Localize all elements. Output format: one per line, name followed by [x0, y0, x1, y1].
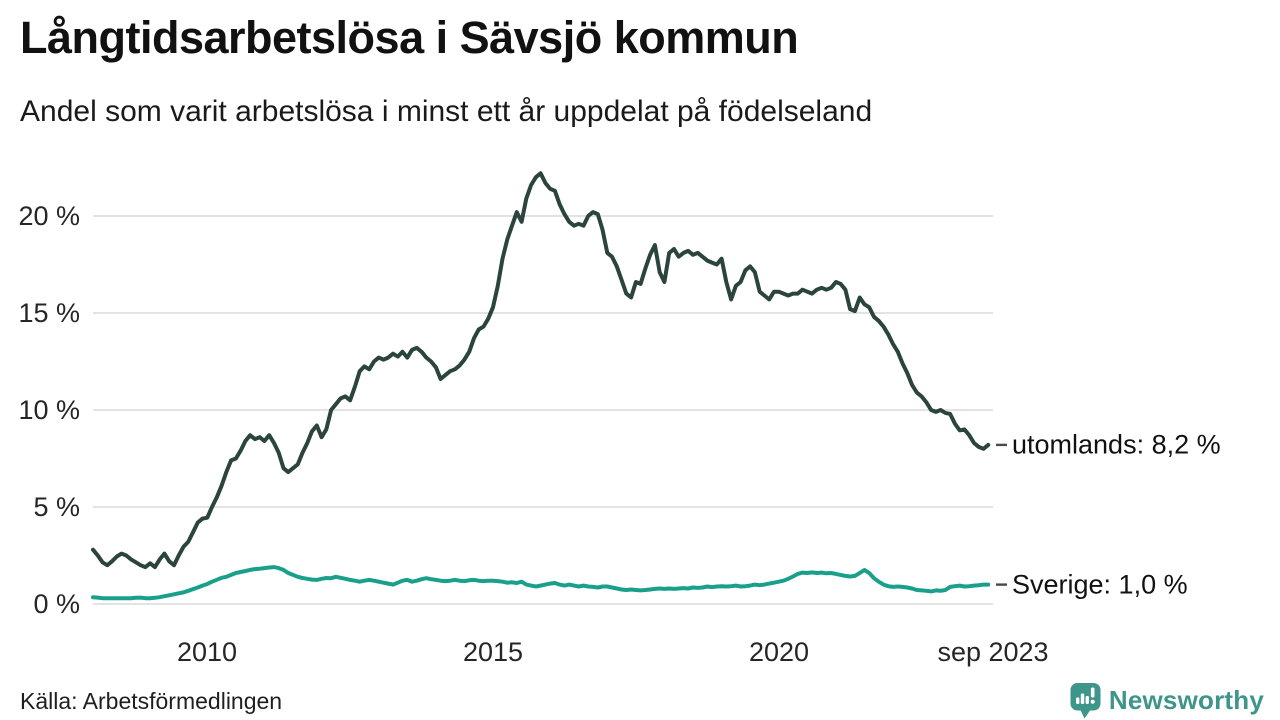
series-label-sverige: Sverige: 1,0 % — [1012, 569, 1188, 600]
newsworthy-logo-icon — [1070, 683, 1101, 719]
series-line-utomlands — [91, 171, 991, 570]
series-line-sverige — [91, 565, 991, 601]
series-label-utomlands: utomlands: 8,2 % — [1012, 429, 1221, 460]
y-tick-label-5: 5 % — [33, 492, 80, 522]
newsworthy-wordmark: Newsworthy — [1108, 685, 1264, 715]
x-tick-label-2010: 2010 — [176, 637, 238, 667]
x-tick-label-sep-2023: sep 2023 — [937, 637, 1049, 667]
x-tick-label-2015: 2015 — [462, 637, 524, 667]
y-tick-label-15: 15 % — [18, 298, 80, 328]
y-tick-label-0: 0 % — [33, 589, 80, 619]
chart-subtitle: Andel som varit arbetslösa i minst ett å… — [20, 95, 873, 128]
source-note: Källa: Arbetsförmedlingen — [20, 688, 283, 714]
x-tick-label-2020: 2020 — [748, 637, 810, 667]
chart-title: Långtidsarbetslösa i Sävsjö kommun — [20, 12, 799, 63]
y-tick-label-20: 20 % — [18, 201, 80, 231]
branding: Newsworthy — [1070, 682, 1264, 719]
y-tick-label-10: 10 % — [18, 395, 80, 425]
